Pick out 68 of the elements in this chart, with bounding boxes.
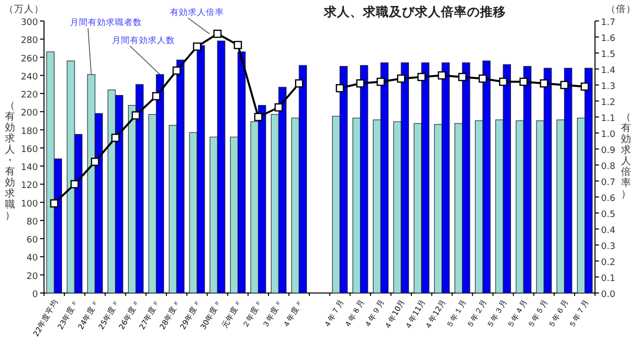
y-tick-label: 260 [20,54,38,64]
y-tick-label: 280 [20,36,38,46]
y2-tick-label: 0.6 [601,194,616,204]
point [172,66,181,75]
point [90,158,100,166]
point [234,40,242,50]
point [192,42,202,51]
y-tick-label: 100 [20,199,38,210]
series-label: 月間有効求人数 [112,35,175,46]
point [70,180,79,188]
y2-tick-label: 1.4 [601,66,616,76]
text: 月間有効求職者数 [70,17,142,28]
y2-tick-label: 0.4 [601,226,616,236]
point [274,103,283,112]
point [336,84,344,92]
y-tick-label: 60 [26,236,38,246]
point [478,74,487,83]
point [438,71,446,80]
y2-tick-label: 1.3 [601,82,616,92]
point [417,72,426,82]
point [540,79,548,88]
y2-axis-title: （有効求人倍率） [621,112,631,200]
y-tick-label: 220 [20,90,38,101]
point [458,72,466,82]
y-tick-label: 160 [20,144,38,155]
text: （万人） [4,4,44,15]
y2-tick-label: 0.1 [601,274,616,284]
y-tick-label: 140 [20,163,38,174]
point [499,78,508,86]
y2-tick-label: 1.0 [601,130,616,140]
point [560,80,568,90]
y-tick-label: 300 [20,18,38,28]
point [294,79,304,88]
y2-tick-label: 0.2 [601,258,616,268]
point [519,78,528,86]
y2-tick-label: 1.5 [601,50,616,60]
y2-tick-label: 0.5 [601,210,616,220]
y-tick-label: 0 [32,290,38,300]
y-tick-label: 180 [20,126,38,137]
y2-tick-label: 0.8 [601,162,616,172]
point [213,30,222,38]
y2-tick-label: 0.9 [601,146,616,156]
y-tick-label: 80 [26,217,38,228]
y2-tick-label: 0.0 [601,290,616,300]
point [254,112,262,122]
y2-tick-label: 0.3 [601,242,616,252]
chart-title: 求人、求職及び求人倍率の推移 [323,4,506,19]
y-tick-label: 40 [26,254,38,264]
y2-tick-label: 1.6 [601,34,616,44]
y2-tick-label: 1.7 [601,18,616,28]
text: （有効求人・有効求職） [5,100,15,222]
y-tick-label: 120 [20,181,38,192]
y-tick-label: 200 [20,108,38,119]
series-label: 有効求人倍率 [170,7,224,18]
text: （倍） [606,3,636,15]
point [397,74,406,83]
point [132,111,140,120]
point [50,199,58,208]
y-tick-label: 240 [20,72,38,82]
y-tick-label: 20 [26,272,38,282]
point [152,92,160,100]
point [356,79,364,88]
y2-tick-label: 0.7 [601,178,616,188]
point [111,134,120,142]
point [376,78,385,86]
y2-tick-label: 1.2 [601,98,616,108]
y2-tick-label: 1.1 [601,114,616,124]
point [580,82,589,91]
